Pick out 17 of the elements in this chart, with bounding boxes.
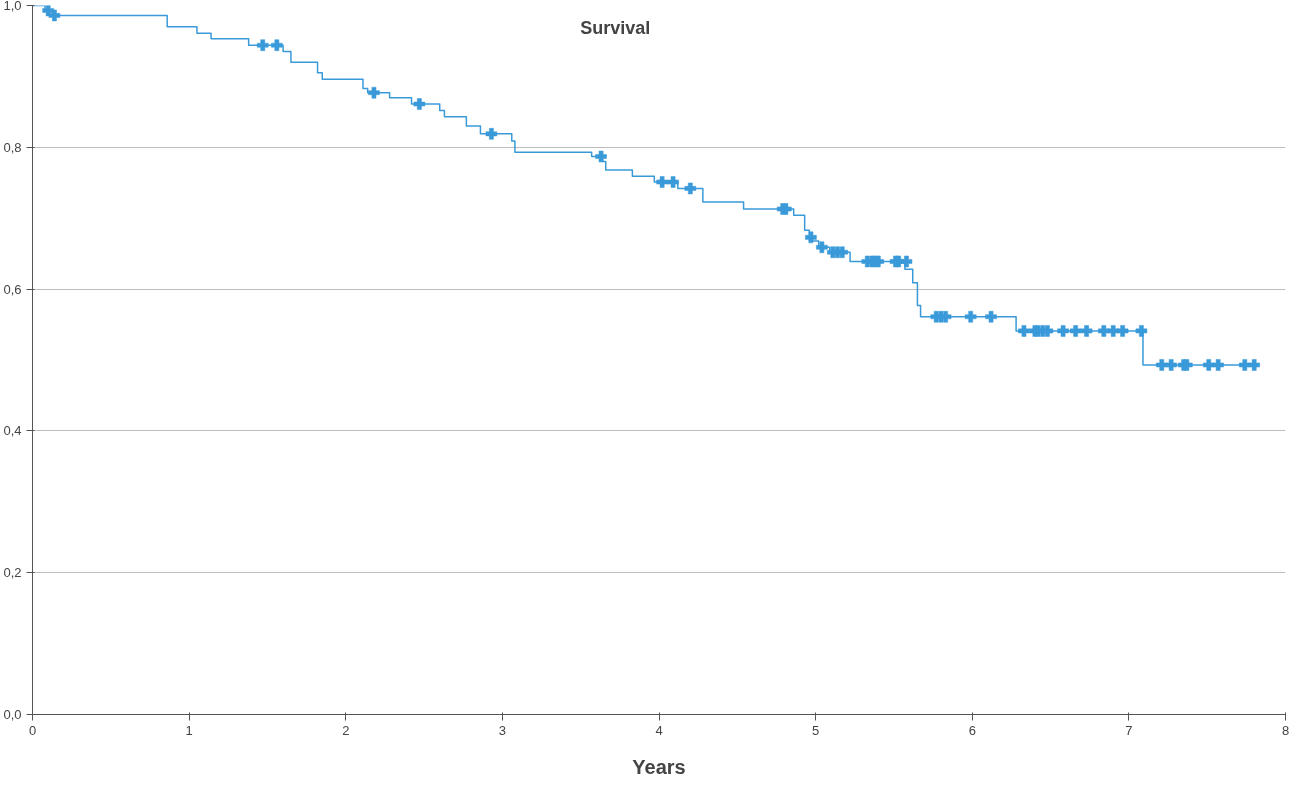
y-tick-label: 0,6 <box>3 281 22 297</box>
x-tick-label: 6 <box>968 722 976 738</box>
x-tick-label: 0 <box>28 722 37 738</box>
x-tick-label: 7 <box>1125 722 1133 738</box>
x-tick-label: 2 <box>342 722 350 738</box>
y-tick-label: 0,8 <box>3 139 22 155</box>
text: Survival <box>580 17 651 38</box>
x-axis-title: Years <box>632 755 686 778</box>
y-tick-label: 0,4 <box>3 423 22 439</box>
x-tick-label: 3 <box>498 722 506 738</box>
x-tick-label: 8 <box>1281 722 1290 738</box>
x-tick-label: 1 <box>185 722 193 738</box>
y-tick-label: 0,0 <box>3 707 22 722</box>
y-tick-label: 0,2 <box>3 565 22 581</box>
x-tick-label: 4 <box>655 722 663 738</box>
y-tick-label: 1,0 <box>3 0 22 13</box>
x-tick-label: 5 <box>812 722 820 738</box>
